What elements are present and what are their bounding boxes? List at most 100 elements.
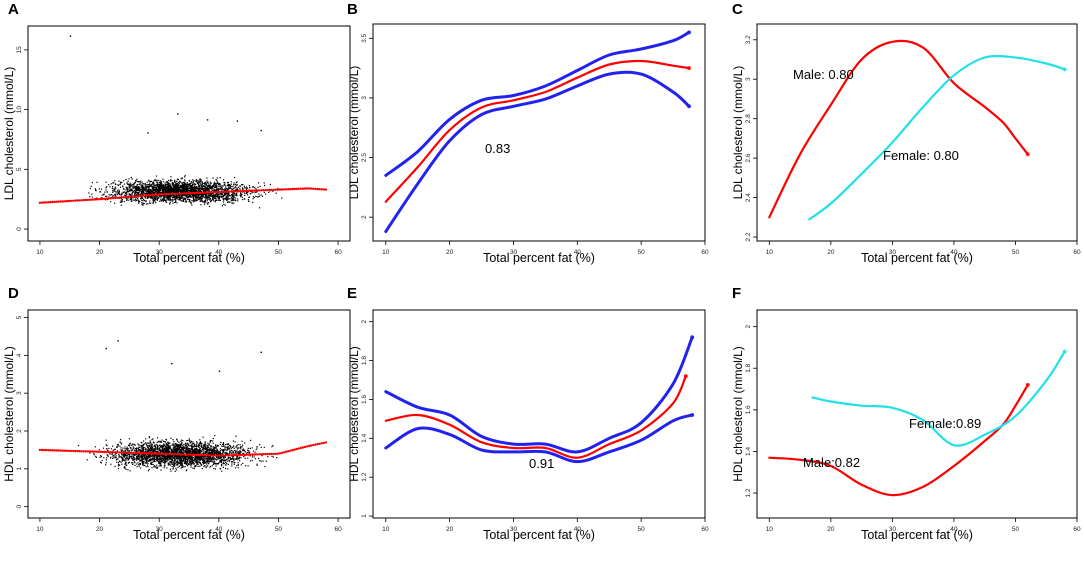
scatter-point: [173, 184, 175, 186]
scatter-point: [158, 183, 160, 186]
y-tick-label: 2: [361, 215, 368, 219]
scatter-point: [173, 458, 175, 460]
scatter-point: [164, 457, 166, 459]
scatter-point: [241, 196, 243, 198]
scatter-point: [113, 182, 115, 184]
scatter-point: [116, 461, 118, 463]
series-end-marker: [1025, 152, 1030, 157]
scatter-point: [157, 186, 160, 188]
scatter-point: [198, 446, 200, 448]
scatter-point: [141, 191, 143, 193]
scatter-point: [201, 196, 203, 198]
scatter-point: [127, 183, 129, 186]
scatter-point: [105, 444, 107, 446]
scatter-point: [164, 460, 166, 462]
scatter-point: [131, 189, 133, 191]
scatter-point: [209, 198, 211, 200]
scatter-point: [205, 201, 207, 203]
scatter-point: [112, 449, 114, 452]
scatter-point: [120, 442, 122, 444]
scatter-point: [192, 184, 194, 186]
scatter-point: [204, 443, 206, 445]
scatter-point: [190, 463, 192, 465]
scatter-point: [224, 193, 226, 196]
scatter-point: [201, 182, 203, 184]
scatter-point: [140, 455, 142, 457]
scatter-point: [212, 177, 214, 179]
scatter-point: [200, 194, 202, 196]
fit-dot: [255, 189, 259, 192]
scatter-point: [161, 447, 163, 449]
scatter-point: [168, 196, 170, 198]
scatter-point: [175, 188, 177, 190]
scatter-point: [133, 447, 135, 449]
scatter-point: [225, 444, 227, 446]
scatter-point: [181, 186, 183, 188]
scatter-point: [136, 178, 138, 180]
scatter-point: [143, 462, 145, 464]
scatter-point: [216, 199, 218, 201]
scatter-point: [169, 464, 172, 466]
scatter-point: [125, 448, 127, 450]
fit-dot: [293, 187, 296, 191]
scatter-point: [167, 197, 169, 199]
fit-dot: [228, 190, 231, 193]
scatter-point: [125, 199, 128, 201]
scatter-point: [196, 190, 198, 192]
scatter-point: [212, 187, 214, 190]
scatter-point: [207, 453, 209, 455]
scatter-point: [155, 450, 157, 452]
scatter-point: [96, 181, 98, 183]
scatter-point: [211, 200, 213, 202]
scatter-point: [235, 197, 237, 199]
fit-dot: [55, 200, 58, 203]
scatter-point: [100, 188, 103, 190]
scatter-point: [153, 457, 156, 459]
scatter-point: [234, 187, 236, 189]
scatter-point: [182, 188, 184, 190]
scatter-point: [167, 199, 169, 201]
scatter-point: [166, 189, 168, 191]
scatter-point: [254, 451, 256, 453]
scatter-point: [218, 183, 221, 185]
scatter-point: [162, 189, 164, 191]
scatter-point: [206, 463, 208, 465]
scatter-point: [146, 460, 148, 462]
scatter-point: [216, 186, 218, 188]
scatter-point: [220, 186, 222, 189]
scatter-point: [126, 459, 128, 461]
scatter-point: [118, 456, 120, 458]
scatter-point: [239, 447, 241, 449]
scatter-point: [163, 452, 165, 454]
scatter-point: [193, 183, 195, 185]
scatter-point: [142, 188, 144, 190]
scatter-point: [236, 457, 238, 459]
scatter-point: [174, 447, 176, 449]
scatter-point: [237, 452, 239, 454]
scatter-point: [236, 444, 238, 447]
scatter-point: [193, 199, 195, 201]
scatter-point: [152, 197, 154, 200]
scatter-point: [224, 449, 226, 451]
scatter-point: [143, 460, 145, 462]
scatter-point: [137, 189, 139, 191]
scatter-point: [263, 191, 265, 193]
scatter-point: [243, 456, 245, 458]
scatter-point: [190, 194, 192, 197]
scatter-point: [163, 451, 165, 453]
scatter-point: [190, 455, 192, 458]
scatter-point: [184, 176, 186, 178]
scatter-point: [271, 446, 273, 448]
fit-dot: [314, 187, 317, 191]
scatter-point: [166, 455, 168, 457]
fit-dot: [113, 196, 117, 200]
scatter-point: [235, 185, 237, 187]
scatter-point: [229, 446, 232, 448]
scatter-point: [128, 186, 130, 188]
scatter-point: [196, 463, 198, 465]
scatter-point: [174, 195, 176, 197]
scatter-point: [228, 459, 230, 461]
scatter-point: [233, 459, 235, 462]
fit-dot: [67, 199, 71, 203]
